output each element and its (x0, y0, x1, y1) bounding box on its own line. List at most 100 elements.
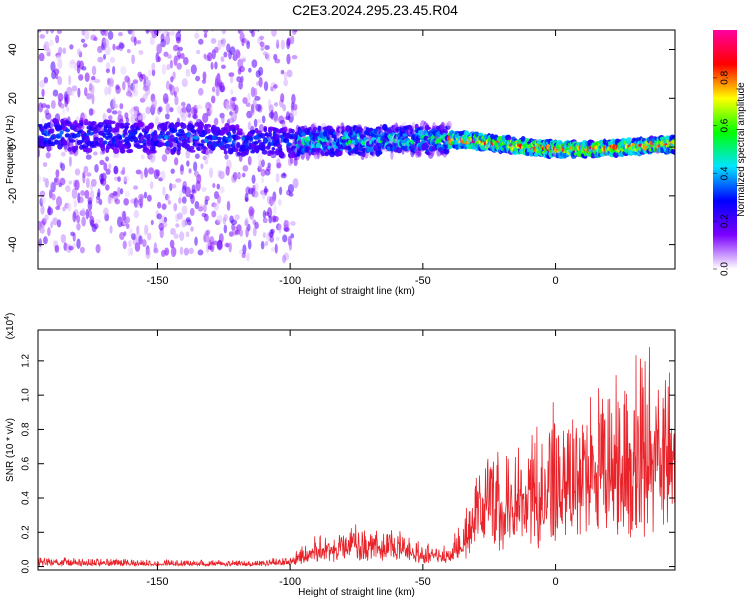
heatmap-cell (133, 185, 139, 190)
heatmap-cell (112, 65, 116, 75)
colorbar-label: Normalized spectral amplitude (736, 82, 747, 217)
heatmap-cell (62, 47, 67, 55)
heatmap-cell (76, 215, 81, 224)
heatmap-cells (38, 16, 675, 264)
heatmap-cell (153, 247, 159, 254)
heatmap-cell (135, 144, 143, 150)
heatmap-cell (440, 121, 446, 132)
heatmap-cell (133, 36, 137, 46)
heatmap-cell (96, 192, 101, 197)
heatmap-cell (186, 103, 192, 114)
heatmap-cell (163, 51, 169, 57)
heatmap-cell (51, 193, 56, 201)
heatmap-cell (103, 162, 108, 171)
heatmap-cell (181, 113, 187, 122)
heatmap-cell (84, 72, 90, 83)
heatmap-cell (105, 168, 111, 175)
heatmap-cell (411, 121, 416, 129)
heatmap-cell (169, 107, 174, 113)
heatmap-cell (185, 68, 191, 77)
heatmap-cell (341, 125, 345, 131)
heatmap-cell (158, 106, 163, 113)
snr-x-tick-label: -150 (146, 576, 168, 588)
heatmap-cell (88, 108, 94, 116)
heatmap-cell (172, 247, 177, 257)
heatmap-cell (91, 65, 97, 76)
heatmap-x-tick-label: 0 (553, 275, 559, 287)
heatmap-cell (130, 113, 136, 124)
heatmap-cell (283, 126, 288, 133)
heatmap-cell (103, 53, 107, 60)
heatmap-cell (157, 56, 161, 63)
heatmap-cell (133, 106, 140, 112)
heatmap-cell (216, 240, 223, 251)
heatmap-cell (169, 84, 176, 96)
heatmap-cell (95, 244, 101, 254)
heatmap-cell (69, 44, 74, 50)
heatmap-cell (41, 196, 47, 204)
heatmap-cell (135, 126, 141, 131)
heatmap-cell (119, 188, 124, 195)
heatmap-cell (188, 168, 192, 174)
heatmap-cell (124, 125, 129, 131)
snr-y-tick-label: 0.0 (21, 559, 32, 573)
heatmap-cell (48, 189, 53, 199)
heatmap-cell (282, 234, 288, 243)
heatmap-cell (234, 214, 240, 221)
heatmap-cell (257, 152, 263, 163)
heatmap-cell (94, 78, 101, 84)
heatmap-cell (49, 127, 55, 134)
heatmap-cell (72, 243, 77, 248)
heatmap-cell (425, 126, 432, 131)
snr-y-tick-label: 0.2 (21, 525, 32, 539)
heatmap-cell (156, 43, 162, 55)
heatmap-cell (60, 163, 66, 172)
heatmap-cell (230, 111, 238, 122)
heatmap-cell (260, 141, 266, 149)
heatmap-cell (129, 228, 133, 237)
heatmap-cell (273, 102, 279, 107)
heatmap-cell (212, 240, 218, 245)
heatmap-cell (180, 101, 186, 107)
heatmap-cell (305, 152, 309, 161)
heatmap-cell (272, 204, 277, 215)
heatmap-cell (161, 154, 168, 162)
heatmap-cell (54, 16, 58, 25)
heatmap-cell (269, 196, 274, 207)
heatmap-cell (242, 244, 247, 255)
heatmap-cell (164, 135, 169, 140)
heatmap-cell (79, 246, 85, 254)
heatmap-cell (70, 90, 75, 97)
heatmap-cell (172, 128, 178, 133)
heatmap-cell (64, 133, 71, 138)
heatmap-cell (131, 30, 135, 39)
heatmap-cell (117, 176, 121, 183)
heatmap-cell (236, 76, 242, 83)
heatmap-cell (672, 139, 675, 145)
heatmap-cell (109, 56, 115, 64)
heatmap-cell (55, 196, 63, 207)
heatmap-cell (179, 189, 183, 200)
heatmap-cell (46, 47, 51, 57)
heatmap-cell (280, 30, 282, 31)
heatmap-cell (219, 130, 225, 136)
heatmap-cell (259, 35, 265, 40)
heatmap-cell (165, 80, 170, 91)
heatmap-cell (136, 39, 142, 45)
heatmap-cell (234, 124, 240, 130)
heatmap-cell (194, 236, 198, 246)
heatmap-cell (133, 209, 139, 219)
heatmap-cell (194, 18, 199, 26)
heatmap-cell (198, 121, 205, 129)
heatmap-cell (207, 134, 214, 140)
heatmap-cell (180, 52, 185, 59)
heatmap-cell (102, 112, 107, 121)
snr-y-tick-label: 0.8 (21, 422, 32, 436)
heatmap-cell (117, 110, 122, 116)
heatmap-cell (254, 221, 259, 230)
heatmap-cell (181, 139, 188, 144)
heatmap-cell (93, 223, 99, 230)
heatmap-cell (141, 239, 147, 247)
heatmap-cell (81, 207, 86, 217)
heatmap-cell (181, 205, 188, 215)
